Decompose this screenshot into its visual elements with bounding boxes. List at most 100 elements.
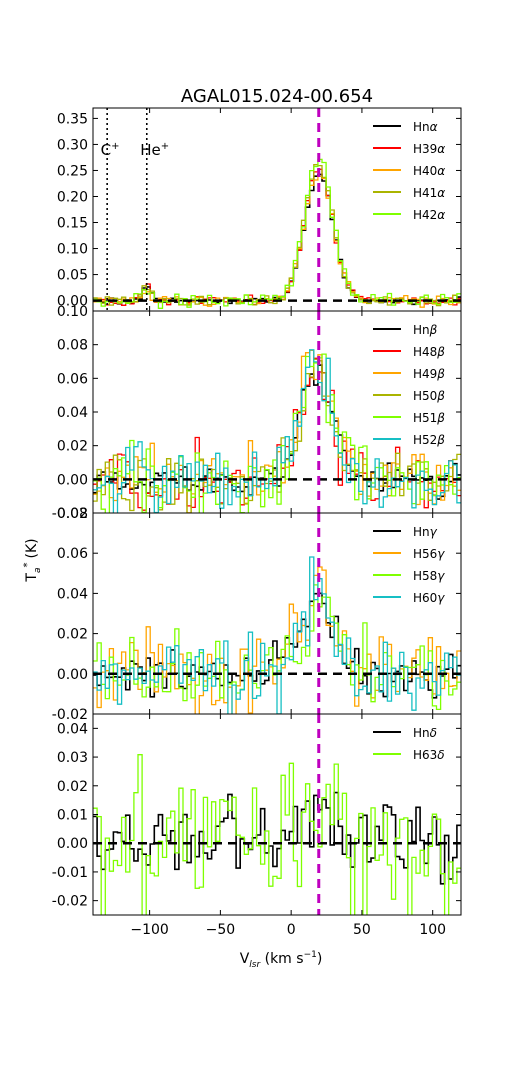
x-tick-label: 50 bbox=[353, 922, 371, 938]
y-tick-label: 0.04 bbox=[57, 405, 88, 421]
y-axis-label-sub: a bbox=[33, 568, 43, 574]
y-tick-label: 0.00 bbox=[57, 667, 88, 683]
marker-label-c_plus: C+ bbox=[101, 141, 120, 159]
y-tick-label: -0.02 bbox=[52, 894, 88, 910]
legend-panel-4: Hnδ H63δ bbox=[373, 726, 445, 762]
marker-label-he_plus: He+ bbox=[140, 141, 169, 159]
legend-label: H60γ bbox=[413, 591, 445, 605]
x-axis-label: Vlsr (km s−1) bbox=[240, 950, 323, 970]
panel-3-plot bbox=[93, 513, 461, 714]
legend-label-greek: δ bbox=[430, 726, 437, 740]
y-axis-label-symbol: T bbox=[24, 573, 40, 583]
legend-label: H63δ bbox=[413, 748, 445, 762]
y-tick-label: 0.04 bbox=[57, 586, 88, 602]
panel-2-plot bbox=[93, 311, 461, 513]
legend-label: H48β bbox=[413, 345, 445, 359]
panels: 0.000.050.100.150.200.250.300.35 HnαH39αH… bbox=[52, 107, 462, 938]
legend-label: H40α bbox=[413, 164, 445, 178]
y-tick-label: -0.01 bbox=[52, 865, 88, 881]
legend-label-greek: α bbox=[437, 164, 445, 178]
y-tick-label: -0.02 bbox=[52, 707, 88, 723]
legend-label-greek: β bbox=[436, 389, 445, 403]
x-axis-label-symbol: V bbox=[240, 951, 250, 967]
y-tick-label: 0.04 bbox=[57, 721, 88, 737]
series-line-hn-3 bbox=[93, 791, 461, 885]
legend-panel-2: Hnβ H48β H49β H50β H51β H52β bbox=[373, 323, 445, 447]
legend-label: H50β bbox=[413, 389, 445, 403]
chart-title: AGAL015.024-00.654 bbox=[181, 86, 373, 107]
x-tick-label: 0 bbox=[287, 922, 296, 938]
y-tick-label: 0.20 bbox=[57, 189, 88, 205]
series-line-h42-0 bbox=[93, 158, 461, 309]
y-tick-label: 0.25 bbox=[57, 163, 88, 179]
series-line-h60-2 bbox=[93, 556, 461, 714]
legend-label: Hnβ bbox=[413, 323, 438, 337]
legend-label-greek: β bbox=[436, 345, 445, 359]
y-tick-label: 0.35 bbox=[57, 111, 88, 127]
legend-label-greek: γ bbox=[437, 547, 445, 561]
legend-label-greek: β bbox=[429, 323, 438, 337]
legend-label-greek: β bbox=[436, 411, 445, 425]
y-axis-label: Ta* (K) bbox=[22, 538, 43, 582]
y-tick-label: 0.15 bbox=[57, 216, 88, 232]
y-tick-label: 0.06 bbox=[57, 546, 88, 562]
y-tick-label: 0.30 bbox=[57, 137, 88, 153]
y-tick-label: 0.00 bbox=[57, 836, 88, 852]
y-tick-label: 0.10 bbox=[57, 242, 88, 258]
panel-frame bbox=[92, 107, 462, 312]
y-tick-label: 0.00 bbox=[57, 472, 88, 488]
legend-label: Hnδ bbox=[413, 726, 437, 740]
legend-label: H39α bbox=[413, 142, 445, 156]
legend-label: H42α bbox=[413, 208, 445, 222]
series-line-h52-1 bbox=[93, 349, 461, 513]
series-line-h51-1 bbox=[93, 353, 461, 513]
legend-label-greek: γ bbox=[437, 591, 445, 605]
y-tick-label: 0.10 bbox=[57, 304, 88, 320]
panel-frame bbox=[92, 713, 462, 916]
legend-label-greek: β bbox=[436, 433, 445, 447]
legend-label: H58γ bbox=[413, 569, 445, 583]
legend-label-greek: δ bbox=[437, 748, 444, 762]
legend-label: H51β bbox=[413, 411, 445, 425]
y-tick-label: 0.02 bbox=[57, 627, 88, 643]
legend-label: Hnα bbox=[413, 120, 438, 134]
x-tick-label: 100 bbox=[419, 922, 446, 938]
series-line-hn-0 bbox=[93, 173, 461, 306]
legend-panel-3: Hnγ H56γ H58γ H60γ bbox=[373, 525, 445, 605]
x-axis-label-close: ) bbox=[317, 951, 322, 967]
marker-label-sup: + bbox=[111, 141, 119, 152]
panel-1-plot bbox=[93, 108, 461, 311]
legend-label-greek: α bbox=[437, 186, 445, 200]
legend-label-greek: β bbox=[436, 367, 445, 381]
x-tick-label: −100 bbox=[130, 922, 168, 938]
y-tick-label: 0.02 bbox=[57, 439, 88, 455]
legend-label: H49β bbox=[413, 367, 445, 381]
y-tick-label: 0.01 bbox=[57, 808, 88, 824]
panel-4-plot bbox=[93, 714, 461, 915]
x-axis-label-unit: (km s bbox=[260, 951, 303, 967]
legend-label-greek: γ bbox=[430, 525, 438, 539]
y-tick-label: 0.08 bbox=[57, 338, 88, 354]
y-tick-label: -0.02 bbox=[52, 506, 88, 522]
legend-label: H56γ bbox=[413, 547, 445, 561]
y-tick-label: 0.03 bbox=[57, 750, 88, 766]
y-axis-label-unit: (K) bbox=[24, 538, 40, 558]
series-line-h39-0 bbox=[93, 168, 461, 306]
y-tick-label: 0.02 bbox=[57, 779, 88, 795]
legend-label-greek: α bbox=[437, 208, 445, 222]
legend-label-greek: α bbox=[437, 142, 445, 156]
y-axis-label-sup: * bbox=[22, 563, 33, 568]
marker-label-sup: + bbox=[161, 141, 169, 152]
legend-label-greek: γ bbox=[437, 569, 445, 583]
legend-panel-1: Hnα H39α H40α H41α H42α bbox=[373, 120, 445, 222]
series-line-h63-3 bbox=[93, 754, 461, 915]
legend-label: H41α bbox=[413, 186, 445, 200]
y-tick-label: 0.05 bbox=[57, 268, 88, 284]
y-tick-label: 0.08 bbox=[57, 506, 88, 522]
x-tick-label: −50 bbox=[206, 922, 236, 938]
y-tick-label: 0.06 bbox=[57, 371, 88, 387]
legend-label: Hnγ bbox=[413, 525, 438, 539]
x-axis-label-exp: −1 bbox=[304, 950, 317, 960]
legend-label: H52β bbox=[413, 433, 445, 447]
